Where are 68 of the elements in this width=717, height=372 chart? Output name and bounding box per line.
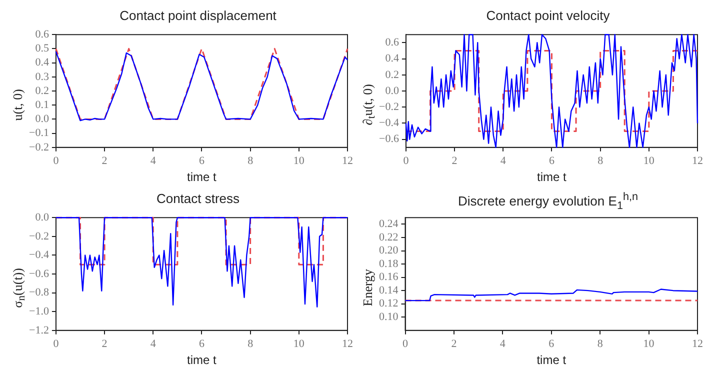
y-tick-label: 0.6 <box>385 36 400 49</box>
y-tick-label: 0.10 <box>379 311 399 324</box>
y-tick-label: 0.3 <box>35 70 50 83</box>
x-tick-label: 8 <box>248 154 254 167</box>
y-tick-label: −1.0 <box>28 305 50 318</box>
y-tick-label: 0.24 <box>379 218 399 230</box>
x-tick-label: 8 <box>598 154 604 167</box>
y-tick-label: 0.2 <box>385 68 399 81</box>
x-tick-label: 6 <box>198 154 205 167</box>
y-tick-label: 0.14 <box>379 284 399 296</box>
y-tick-label: 0.16 <box>379 271 399 284</box>
y-tick-label: 0.6 <box>35 28 50 40</box>
y-axis-title: Energy <box>360 269 376 307</box>
x-tick-label: 6 <box>548 154 555 167</box>
y-tick-label: −0.6 <box>28 268 50 280</box>
x-tick-label: 0 <box>403 154 410 167</box>
x-axis-title: time t <box>537 170 568 184</box>
x-tick-label: 6 <box>198 338 205 350</box>
y-tick-label: −0.1 <box>28 127 49 140</box>
x-tick-label: 10 <box>643 154 655 167</box>
x-tick-label: 0 <box>53 338 60 350</box>
x-tick-label: 10 <box>293 154 305 167</box>
x-tick-label: 6 <box>548 338 555 350</box>
y-tick-label: 0.18 <box>379 258 399 270</box>
y-tick-label: 0.4 <box>385 52 400 65</box>
x-tick-label: 12 <box>342 154 353 167</box>
y-tick-label: 0.2 <box>35 84 49 97</box>
chart-title: Contact point velocity <box>485 8 610 25</box>
x-tick-label: 4 <box>150 154 156 167</box>
x-tick-label: 8 <box>597 338 604 350</box>
y-tick-label: 0.20 <box>379 244 399 257</box>
x-tick-label: 10 <box>293 338 305 350</box>
x-tick-label: 12 <box>342 338 353 350</box>
x-tick-label: 0 <box>53 154 60 167</box>
y-tick-label: 0.0 <box>385 84 400 97</box>
x-tick-label: 10 <box>643 338 655 350</box>
y-tick-label: −1.2 <box>28 324 49 336</box>
x-tick-label: 2 <box>102 338 108 350</box>
x-tick-label: 0 <box>402 338 408 350</box>
x-tick-label: 12 <box>692 154 703 167</box>
y-tick-label: −0.4 <box>28 249 50 262</box>
y-axis-title: u(t, 0) <box>10 89 26 121</box>
x-tick-label: 4 <box>500 338 506 350</box>
y-tick-label: 0.0 <box>35 211 50 224</box>
chart-title: Contact point displacement <box>118 8 276 25</box>
y-tick-label: −0.6 <box>378 133 400 146</box>
y-tick-label: −0.2 <box>28 141 49 154</box>
chart-title: Contact stress <box>155 191 240 208</box>
x-tick-label: 2 <box>102 154 108 167</box>
y-tick-label: 0.0 <box>35 113 50 126</box>
x-axis-title: time t <box>536 353 567 368</box>
x-tick-label: 4 <box>500 154 506 167</box>
y-tick-label: −0.4 <box>378 117 400 130</box>
x-tick-label: 2 <box>451 338 457 350</box>
x-tick-label: 2 <box>452 154 458 167</box>
x-tick-label: 4 <box>150 338 156 350</box>
y-tick-label: 0.4 <box>35 56 50 69</box>
x-axis-title: time t <box>187 170 218 184</box>
y-tick-label: −0.2 <box>378 101 399 114</box>
y-tick-label: −0.2 <box>28 230 49 242</box>
y-tick-label: 0.5 <box>35 42 50 55</box>
y-tick-label: −0.8 <box>28 286 50 299</box>
y-tick-label: 0.12 <box>379 298 398 310</box>
y-tick-label: 0.22 <box>379 231 398 244</box>
x-axis-title: time t <box>187 353 218 368</box>
y-tick-label: 0.1 <box>35 98 49 111</box>
x-tick-label: 8 <box>248 338 254 350</box>
x-tick-label: 12 <box>692 338 703 350</box>
